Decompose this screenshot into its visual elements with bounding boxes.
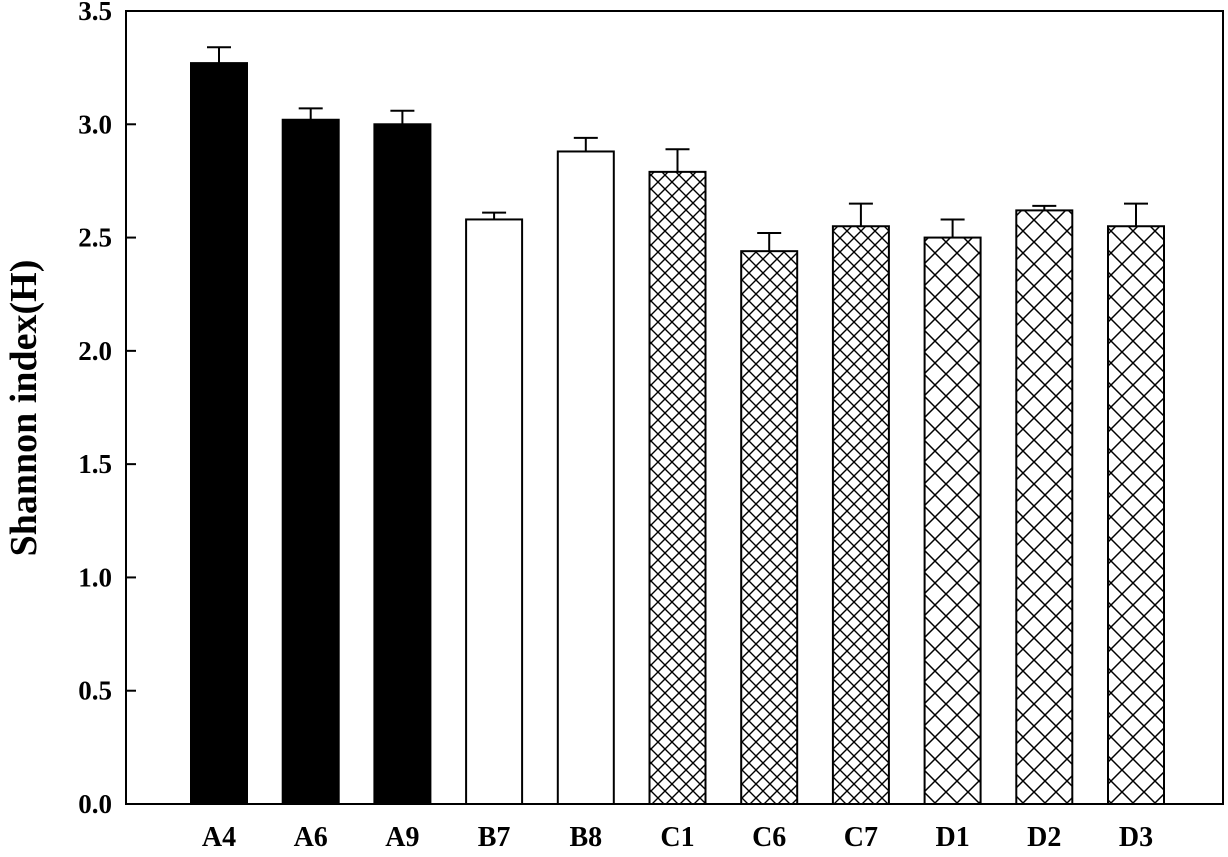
bar-a9 [373, 123, 432, 806]
y-axis-title: Shannon index(H) [3, 260, 45, 557]
x-tick-label: D1 [935, 822, 969, 853]
bar-c7 [831, 225, 890, 805]
bar-b7 [465, 218, 524, 805]
bar-d1 [923, 236, 982, 806]
y-axis-ticks: 0.0 0.5 1.0 1.5 2.0 2.5 3.0 3.5 [78, 0, 136, 819]
x-tick-label: B7 [478, 822, 511, 853]
bar-d2 [1015, 209, 1074, 805]
y-tick-label: 1.5 [78, 449, 112, 479]
y-tick-label: 2.5 [78, 223, 112, 253]
x-axis-labels: A4 A6 A9 B7 B8 C1 C6 C7 D1 D2 D3 [202, 822, 1153, 853]
y-tick-label: 0.0 [78, 789, 112, 819]
y-tick-label: 3.0 [78, 109, 112, 139]
x-tick-label: D3 [1119, 822, 1153, 853]
bars-group [190, 62, 1165, 806]
x-tick-label: C1 [660, 822, 694, 853]
bar-c1 [648, 170, 707, 805]
x-tick-label: B8 [569, 822, 602, 853]
x-tick-label: C7 [844, 822, 878, 853]
bar-d3 [1107, 225, 1165, 805]
y-tick-label: 1.0 [78, 562, 112, 592]
x-tick-label: A4 [202, 822, 236, 853]
bar-a6 [281, 118, 340, 806]
bar-c6 [740, 250, 799, 805]
error-bars-group [207, 46, 1148, 252]
x-tick-label: C6 [752, 822, 786, 853]
y-tick-label: 0.5 [78, 676, 112, 706]
y-tick-label: 3.5 [78, 0, 112, 26]
bar-b8 [556, 150, 615, 805]
bar-a4 [190, 62, 248, 805]
x-tick-label: A6 [294, 822, 328, 853]
x-tick-label: D2 [1027, 822, 1061, 853]
y-tick-label: 2.0 [78, 336, 112, 366]
x-tick-label: A9 [385, 822, 419, 853]
